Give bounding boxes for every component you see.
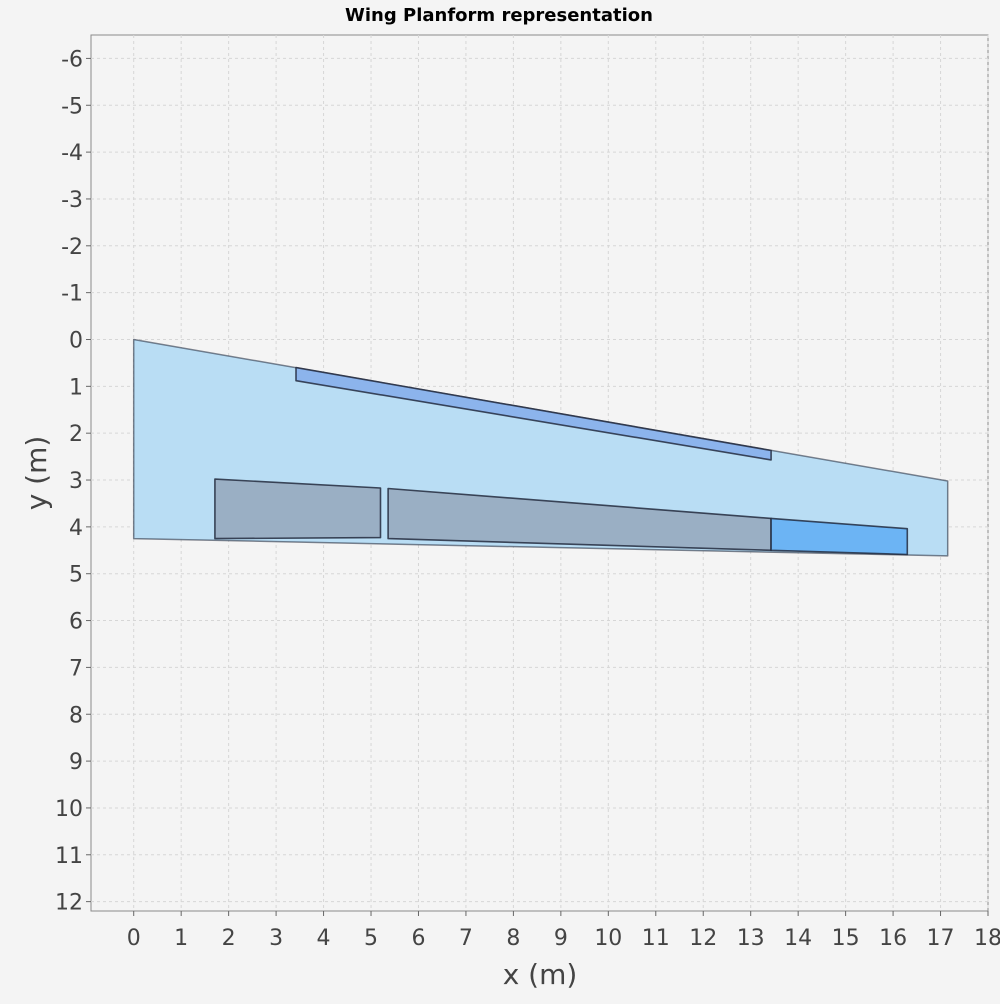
y-tick-label: -4 (61, 141, 83, 166)
aileron-shape (770, 517, 909, 556)
y-tick-label: 12 (55, 891, 83, 916)
x-tick-label: 1 (174, 926, 188, 951)
y-tick-label: 1 (69, 375, 83, 400)
x-tick-label: 8 (506, 926, 520, 951)
x-tick-label: 6 (411, 926, 425, 951)
y-tick-label: 5 (69, 563, 83, 588)
x-tick-label: 16 (879, 926, 907, 951)
y-tick-label: 3 (69, 469, 83, 494)
x-axis-label: x (m) (503, 958, 578, 991)
y-tick-label: 4 (69, 516, 83, 541)
y-axis-label: y (m) (20, 436, 53, 511)
y-tick-label: -6 (61, 47, 83, 72)
y-tick-label: 10 (55, 797, 83, 822)
y-tick-label: -5 (61, 94, 83, 119)
y-tick-label: 9 (69, 750, 83, 775)
x-tick-label: 0 (127, 926, 141, 951)
x-tick-label: 10 (594, 926, 622, 951)
x-tick-label: 4 (317, 926, 331, 951)
y-tick-label: 0 (69, 328, 83, 353)
chart-title: Wing Planform representation (345, 5, 653, 26)
slat-shape (295, 366, 772, 461)
y-tick-label: 11 (55, 844, 83, 869)
x-tick-label: 9 (554, 926, 568, 951)
y-tick-label: 2 (69, 422, 83, 447)
x-tick-label: 3 (269, 926, 283, 951)
planform-shapes (132, 338, 949, 557)
y-tick-label: -3 (61, 188, 83, 213)
x-tick-label: 5 (364, 926, 378, 951)
x-tick-label: 18 (974, 926, 1000, 951)
x-tick-label: 11 (642, 926, 670, 951)
x-tick-label: 13 (737, 926, 765, 951)
inner-flap-shape (214, 478, 382, 540)
x-tick-label: 15 (832, 926, 860, 951)
y-tick-label: -2 (61, 235, 83, 260)
y-tick-label: 8 (69, 703, 83, 728)
x-tick-label: 17 (927, 926, 955, 951)
x-tick-label: 12 (689, 926, 717, 951)
y-tick-label: 6 (69, 610, 83, 635)
x-axis: 0 1 2 3 4 5 6 7 8 9 10 11 12 13 14 15 16 17 18 (127, 911, 1000, 951)
y-tick-label: 7 (69, 656, 83, 681)
y-tick-label: -1 (61, 282, 83, 307)
x-tick-label: 14 (784, 926, 812, 951)
x-tick-label: 2 (222, 926, 236, 951)
x-tick-label: 7 (459, 926, 473, 951)
